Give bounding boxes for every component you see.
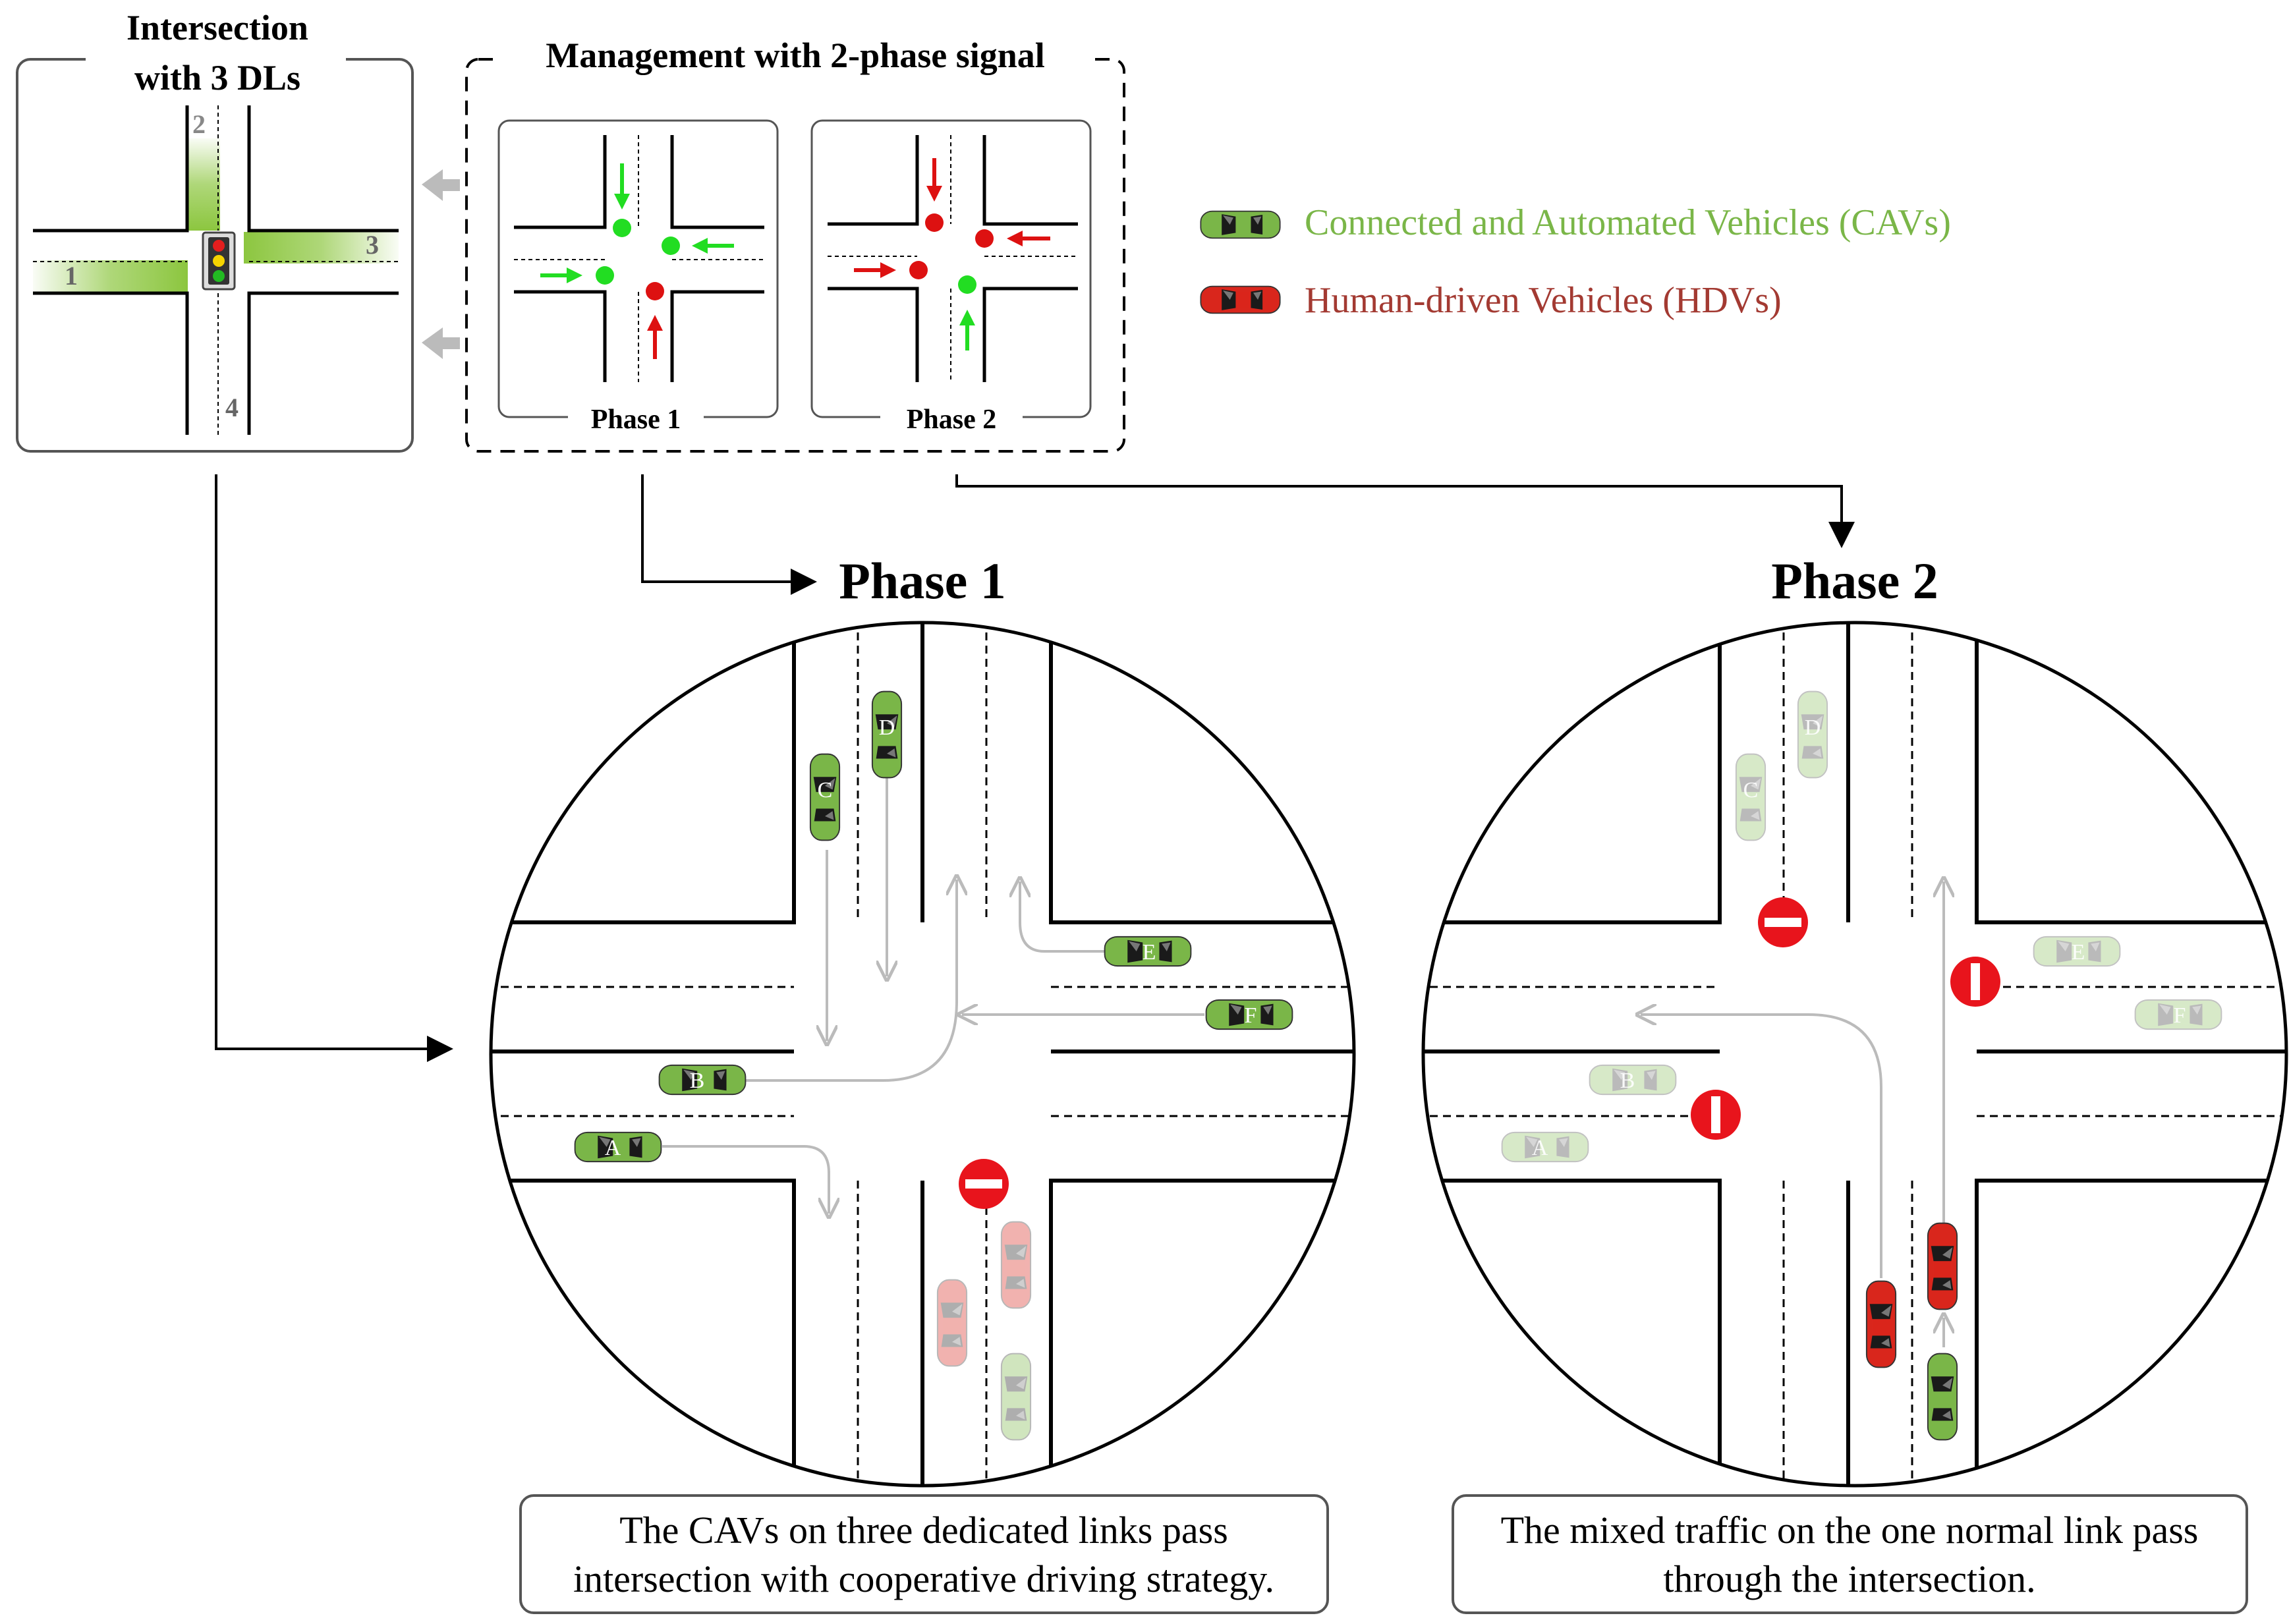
legend-cav-label: Connected and Automated Vehicles (CAVs) (1305, 202, 1951, 243)
management-panel: Management with 2-phase signal (465, 26, 1125, 453)
phase2-vehicle-label-E: E (2072, 940, 2085, 965)
phase1-vehicle-label-A: A (605, 1136, 621, 1160)
red-arrow-icon (647, 315, 663, 331)
dedicated-lane-1 (33, 260, 188, 292)
green-arrow-icon (567, 267, 582, 283)
overview-title-line1: Intersection (127, 8, 308, 47)
phase1-scene: A B C D E F (489, 621, 1356, 1488)
phase1-vehicle-label-D: D (879, 715, 895, 740)
phase2-vehicle-label-D: D (1805, 715, 1821, 740)
link-label-1: 1 (65, 261, 78, 291)
red-arrow-icon (880, 262, 896, 278)
overview-title-line2: with 3 DLs (134, 58, 300, 98)
green-arrow-icon (614, 194, 630, 210)
no-entry-sign-icon (959, 1159, 1009, 1209)
phase1-vehicle-label-B: B (690, 1069, 705, 1093)
phase2-caption-line2: through the intersection. (1663, 1557, 2035, 1600)
link-label-2: 2 (192, 109, 206, 139)
mini-phase1: Phase 1 (497, 119, 779, 436)
hdv-car-icon-2 (1927, 1222, 1958, 1310)
phase2-vehicle-label-A: A (1532, 1136, 1548, 1160)
phase1-caption: The CAVs on three dedicated links pass i… (519, 1494, 1329, 1614)
hdv-car-icon-1 (1865, 1280, 1897, 1368)
red-arrow-icon (1007, 231, 1023, 246)
phase1-caption-line1: The CAVs on three dedicated links pass (619, 1509, 1228, 1552)
phase2-circle-frame (1421, 621, 2288, 1488)
connector-mgmt-to-phase1 (641, 474, 817, 595)
phase2-heading: Phase 2 (1771, 552, 1938, 609)
phase2-caption: The mixed traffic on the one normal link… (1452, 1494, 2248, 1614)
gray-arrow-icon-lower (422, 327, 460, 359)
green-arrow-icon (959, 310, 975, 325)
phase1-heading: Phase 1 (839, 552, 1006, 609)
mini-phase1-label: Phase 1 (591, 405, 681, 435)
connector-overview-to-phase1 (215, 474, 453, 1062)
overview-intersection: 1 2 3 4 (33, 105, 399, 435)
phase2-vehicle-label-B: B (1620, 1069, 1635, 1093)
management-title: Management with 2-phase signal (546, 36, 1045, 75)
overview-title-mask (86, 40, 346, 112)
no-entry-sign-icon-east (1950, 957, 2000, 1007)
mini-phase2-label: Phase 2 (907, 405, 997, 435)
traffic-light-icon (202, 231, 236, 291)
gray-arrow-icon-upper (422, 169, 460, 201)
connector-mgmt-to-phase2 (955, 474, 1855, 548)
phase1-vehicle-label-C: C (818, 778, 833, 802)
red-arrow-icon (926, 186, 942, 202)
no-entry-sign-icon-north (1758, 897, 1808, 947)
faded-hdv-car-icon-2 (936, 1279, 968, 1367)
legend-hdv-label: Human-driven Vehicles (HDVs) (1305, 280, 1782, 321)
legend-hdv-car-icon (1200, 285, 1281, 314)
link-label-4: 4 (225, 393, 239, 422)
faded-hdv-car-icon-1 (1000, 1221, 1032, 1309)
phase1-circle-frame (489, 621, 1356, 1488)
phase2-vehicle-label-C: C (1743, 778, 1759, 802)
phase1-vehicle-label-F: F (1245, 1003, 1257, 1028)
dedicated-lane-3 (244, 232, 399, 264)
feedback-arrows (422, 169, 460, 359)
mini-phase2: Phase 2 (810, 119, 1092, 436)
phase1-caption-line2: intersection with cooperative driving st… (573, 1557, 1274, 1600)
phase2-scene: A B C D E F (1421, 621, 2288, 1488)
overview-panel: Intersection with 3 DLs (16, 8, 414, 453)
cav-car-icon-link4 (1927, 1353, 1958, 1441)
phase1-vehicle-label-E: E (1143, 940, 1156, 965)
phase2-vehicle-label-F: F (2174, 1003, 2186, 1028)
green-arrow-icon (692, 238, 708, 254)
faded-cav-car-icon-1 (1000, 1353, 1032, 1441)
no-entry-sign-icon-west (1691, 1090, 1741, 1140)
link-label-3: 3 (366, 230, 379, 260)
phase2-caption-line1: The mixed traffic on the one normal link… (1501, 1509, 2199, 1552)
legend-cav-car-icon (1200, 210, 1281, 239)
dedicated-lane-2 (186, 138, 220, 231)
legend: Connected and Automated Vehicles (CAVs) … (1200, 202, 1951, 321)
flow-connectors (215, 474, 1855, 1062)
